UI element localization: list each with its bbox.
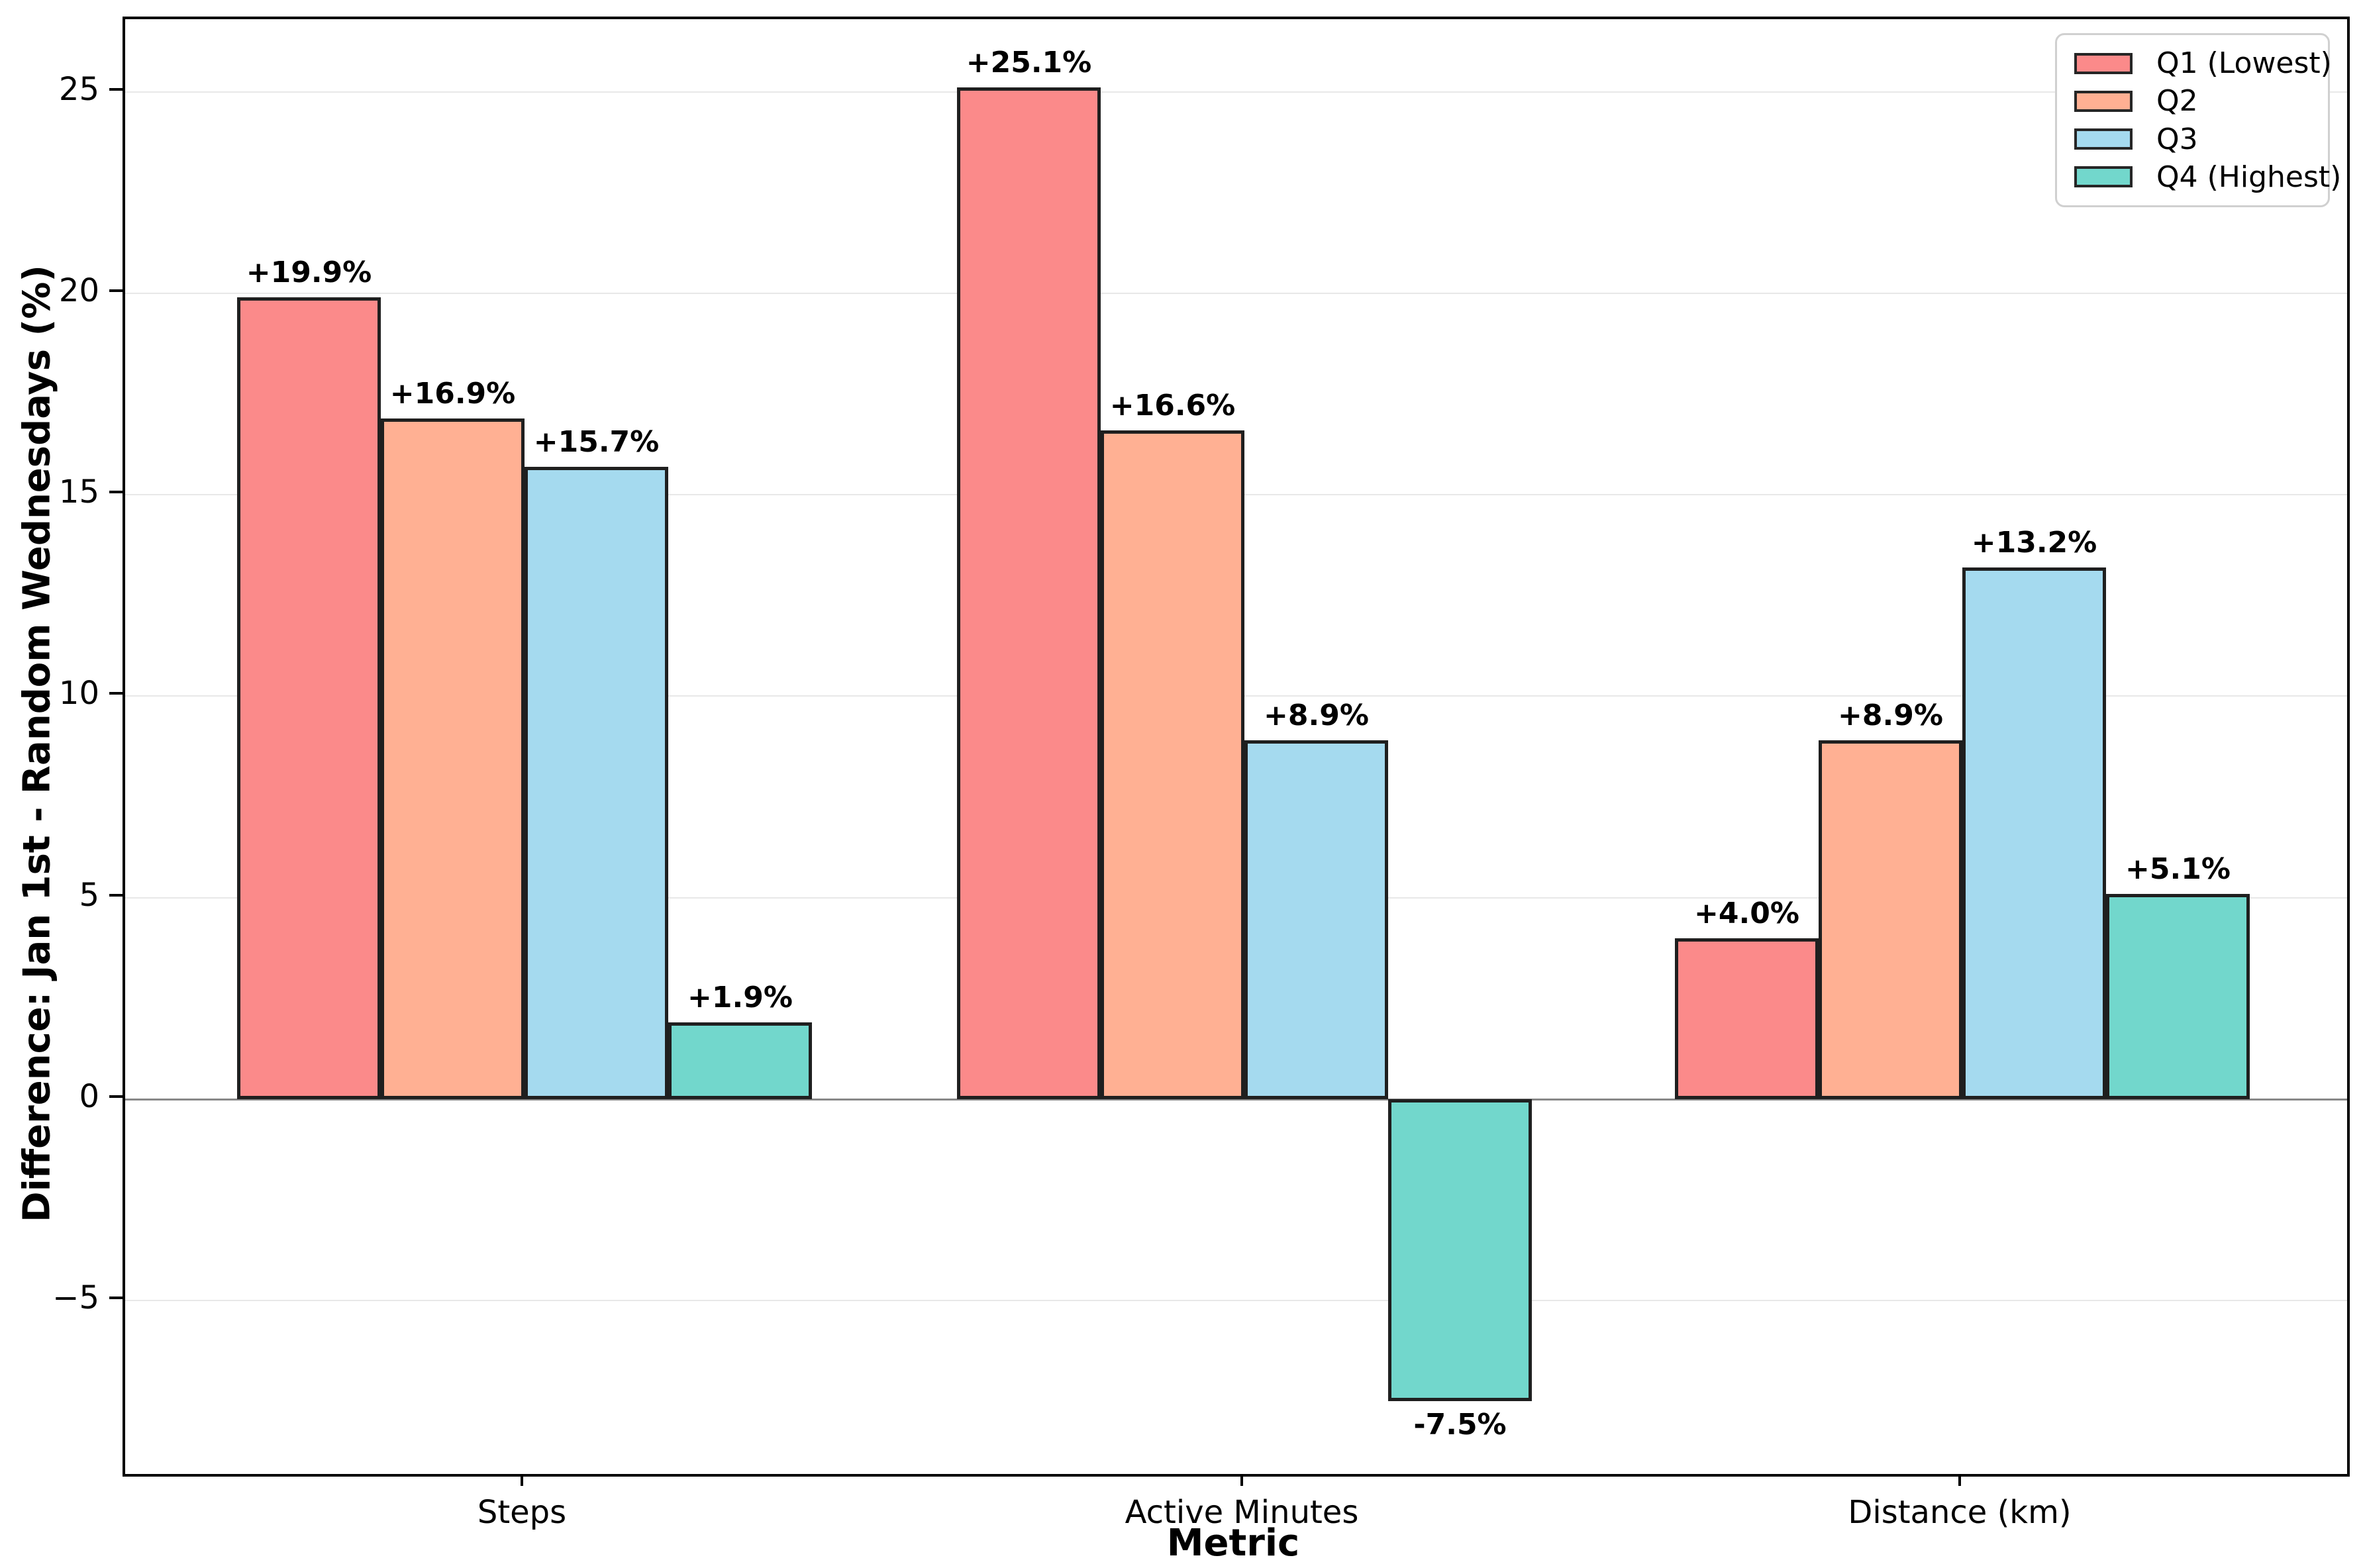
category-label: Active Minutes [1125, 1494, 1359, 1531]
bar-value-label: +19.9% [246, 255, 372, 289]
bar-value-label: +8.9% [1838, 699, 1943, 733]
x-tick-mark [521, 1474, 523, 1486]
legend: Q1 (Lowest) Q2 Q3 Q4 (Highest) [2055, 33, 2341, 207]
bar-value-label: +1.9% [687, 981, 793, 1015]
y-tick-mark [109, 87, 123, 91]
bar-q3 [1244, 740, 1388, 1099]
y-tick-label: 25 [58, 70, 99, 108]
legend-entry: Q3 [2074, 122, 2311, 156]
y-tick-mark [109, 692, 123, 695]
y-tick-mark [109, 289, 123, 292]
bar-q4-highest [1388, 1099, 1532, 1402]
bar-value-label: +13.2% [1971, 525, 2097, 560]
zero-line [125, 1098, 2347, 1101]
bar-value-label: +16.6% [1109, 388, 1236, 422]
y-tick-mark [109, 1297, 123, 1300]
x-tick-mark [1240, 1474, 1243, 1486]
plot-area: +19.9% +25.1% +4.0% +16.9% +16.6% +8.9% +15.7%… [123, 17, 2350, 1477]
legend-label: Q2 [2156, 84, 2198, 119]
x-tick-mark [1958, 1474, 1961, 1486]
y-tick-mark [109, 1095, 123, 1098]
y-tick-label: 20 [58, 271, 99, 309]
bar-value-label: +25.1% [966, 46, 1092, 80]
bar-value-label: +8.9% [1264, 699, 1369, 733]
bar-q1-lowest [957, 87, 1101, 1099]
bar-q1-lowest [1675, 938, 1819, 1099]
bar-value-label: +4.0% [1694, 896, 1799, 930]
bar-q2 [1819, 740, 1962, 1099]
bar-q3 [525, 466, 668, 1099]
legend-label: Q1 (Lowest) [2156, 46, 2332, 81]
bar-value-label: +15.7% [533, 424, 660, 459]
y-grid-line [125, 91, 2347, 93]
x-axis-label: Metric [1166, 1522, 1300, 1565]
y-tick-label: 5 [79, 876, 99, 914]
category-label: Steps [477, 1494, 567, 1531]
bar-q2 [1101, 430, 1244, 1099]
legend-swatch [2074, 52, 2133, 74]
bar-value-label: +5.1% [2125, 852, 2231, 886]
category-label: Distance (km) [1848, 1494, 2072, 1531]
bar-q4-highest [2106, 893, 2250, 1099]
legend-label: Q4 (Highest) [2156, 160, 2342, 194]
y-tick-mark [109, 491, 123, 494]
y-tick-label: −5 [52, 1279, 99, 1317]
bar-q3 [1962, 567, 2106, 1099]
y-tick-label: 15 [58, 473, 99, 511]
bar-q4-highest [668, 1022, 812, 1099]
bar-value-label: -7.5% [1413, 1408, 1507, 1442]
y-tick-label: 10 [58, 675, 99, 712]
bar-q1-lowest [237, 297, 381, 1099]
y-grid-line [125, 1300, 2347, 1302]
legend-swatch [2074, 128, 2133, 150]
legend-entry: Q2 [2074, 84, 2311, 118]
legend-swatch [2074, 90, 2133, 112]
y-grid-line [125, 292, 2347, 294]
y-tick-mark [109, 893, 123, 897]
bar-value-label: +16.9% [389, 376, 516, 411]
y-tick-label: 0 [79, 1078, 99, 1115]
legend-swatch [2074, 166, 2133, 188]
legend-label: Q3 [2156, 122, 2198, 156]
legend-entry: Q4 (Highest) [2074, 160, 2341, 194]
legend-entry: Q1 (Lowest) [2074, 46, 2332, 80]
bar-q2 [381, 418, 525, 1099]
